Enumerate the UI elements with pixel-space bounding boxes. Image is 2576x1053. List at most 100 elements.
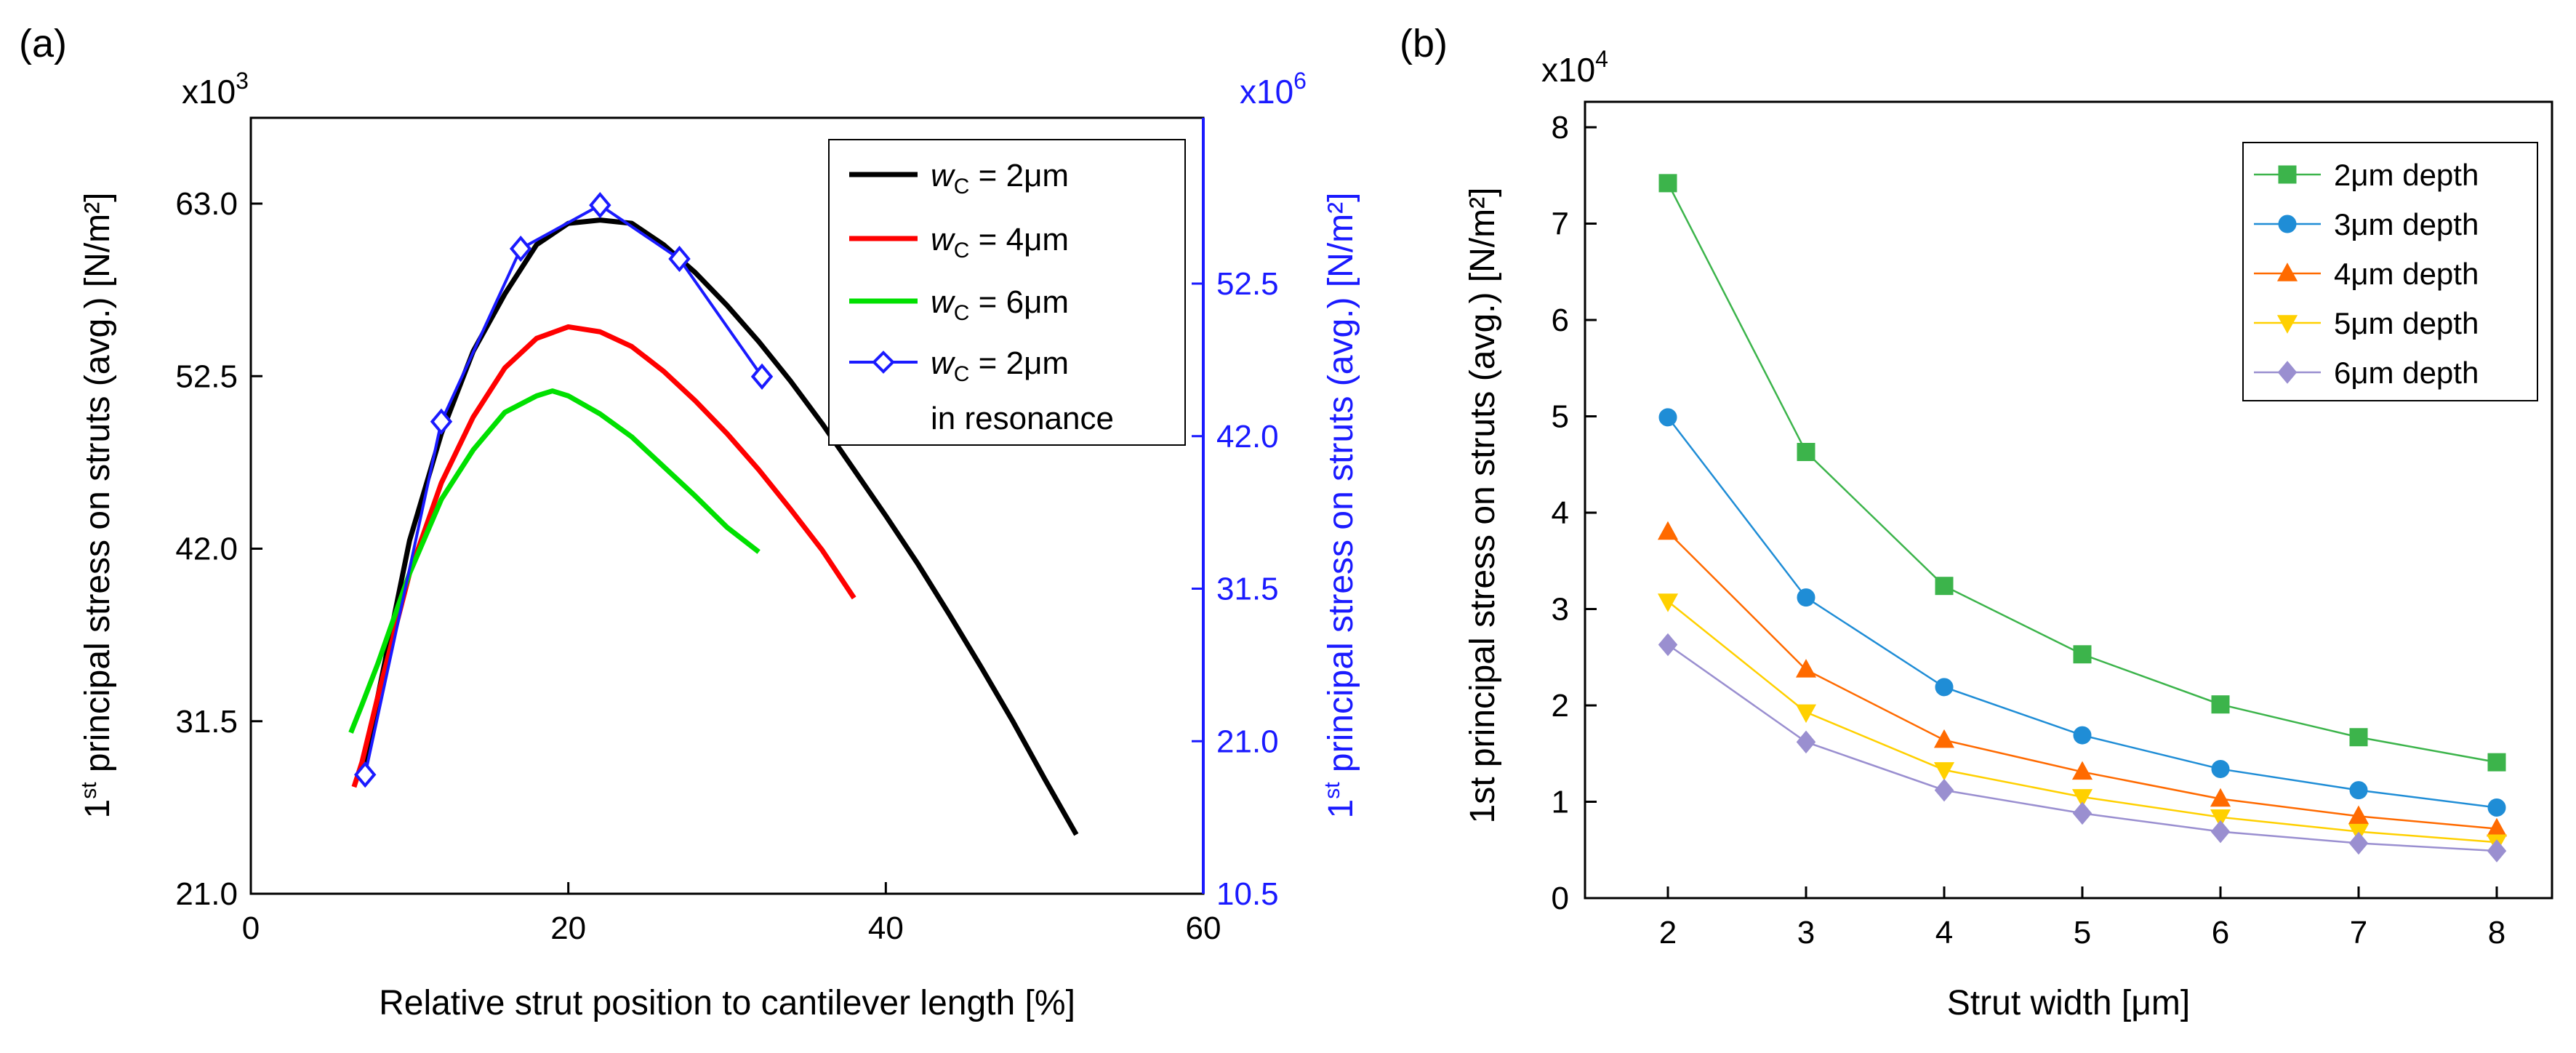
data-point-b xyxy=(1658,633,1678,657)
left-y-tick-label: 21.0 xyxy=(175,876,238,912)
b-x-tick-label: 5 xyxy=(2074,915,2091,950)
legend-label-b-3: 5μm depth xyxy=(2334,306,2479,340)
legend-label-b-4: 6μm depth xyxy=(2334,356,2479,390)
panel-b-axes: 2 3 4 5 6 7 8 0 1 2 3 4 5 6 7 8 xyxy=(1552,110,2506,950)
data-point-b xyxy=(2211,759,2230,778)
left-y-tick-label: 63.0 xyxy=(175,186,238,222)
series-line-a-2 xyxy=(348,388,761,734)
b-y-tick-label: 1 xyxy=(1552,785,1569,820)
data-point-b xyxy=(2348,831,2369,855)
right-y-tick-label: 52.5 xyxy=(1216,266,1279,302)
b-y-tick-label: 6 xyxy=(1552,303,1569,338)
left-y-tick-label: 31.5 xyxy=(175,704,238,740)
data-point-b xyxy=(1795,659,1817,678)
b-x-tick-label: 6 xyxy=(2212,915,2229,950)
data-point-b xyxy=(2071,761,2093,780)
data-point-resonance xyxy=(430,408,453,435)
data-point-b xyxy=(2487,753,2506,772)
left-y-tick-label: 52.5 xyxy=(175,359,238,394)
legend-label-b-2: 4μm depth xyxy=(2334,257,2479,291)
series-line-b-1 xyxy=(1667,417,2497,809)
legend-marker-b-1 xyxy=(2278,215,2297,233)
panel-b-y-label: 1st principal stress on struts (avg.) [N… xyxy=(1464,188,1502,824)
panel-b-y-multiplier: x104 xyxy=(1541,46,1608,89)
legend-label-wc6: wC = 6μm xyxy=(931,284,1069,325)
data-point-b xyxy=(2348,805,2370,825)
b-x-tick-label: 7 xyxy=(2350,915,2367,950)
data-point-resonance xyxy=(353,761,377,788)
b-y-tick-label: 7 xyxy=(1552,207,1569,242)
legend-label-wc2: wC = 2μm xyxy=(931,158,1069,199)
legend-marker-b-3 xyxy=(2276,315,2298,334)
data-point-b xyxy=(1935,678,1954,697)
legend-label-b-0: 2μm depth xyxy=(2334,158,2479,192)
data-point-b xyxy=(2071,789,2093,808)
panel-a-label: (a) xyxy=(19,22,67,65)
series-line-b-2 xyxy=(1667,531,2497,830)
data-point-b xyxy=(1797,588,1815,607)
data-point-b xyxy=(1658,174,1677,193)
b-y-tick-label: 5 xyxy=(1552,399,1569,435)
panel-a-left-y-label: 1st principal stress on struts (avg.) [N… xyxy=(77,193,117,819)
series-line-a-3 xyxy=(364,204,763,775)
left-y-tick-label: 42.0 xyxy=(175,532,238,567)
data-point-resonance xyxy=(668,245,691,273)
series-line-a-1 xyxy=(351,324,856,788)
data-point-b xyxy=(1933,729,1955,748)
data-point-b xyxy=(2349,728,2368,747)
data-point-resonance xyxy=(509,235,532,263)
panel-a-axes: 0 20 40 60 21.0 31.5 42.0 52.5 63.0 10.5 21.0 31.5 4… xyxy=(175,186,1278,946)
panel-b-series xyxy=(1657,174,2508,862)
data-point-b xyxy=(1797,443,1815,462)
right-y-tick-label: 10.5 xyxy=(1216,876,1279,912)
legend-marker-b-2 xyxy=(2276,263,2298,281)
data-point-b xyxy=(2210,820,2231,844)
data-point-b xyxy=(2210,809,2231,828)
panel-b-x-label: Strut width [μm] xyxy=(1947,984,2190,1022)
data-point-b xyxy=(1934,778,1954,802)
data-point-b xyxy=(1935,577,1954,596)
data-point-b xyxy=(2211,695,2230,714)
data-point-b xyxy=(2072,801,2093,825)
b-x-tick-label: 8 xyxy=(2488,915,2505,950)
data-point-b xyxy=(2487,798,2506,817)
b-x-tick-label: 3 xyxy=(1797,915,1815,950)
b-x-tick-label: 4 xyxy=(1935,915,1953,950)
data-point-b xyxy=(1933,762,1955,781)
legend-box xyxy=(828,139,1186,446)
b-y-tick-label: 4 xyxy=(1552,495,1569,531)
legend-label-wc4: wC = 4μm xyxy=(931,222,1069,263)
b-y-tick-label: 8 xyxy=(1552,110,1569,145)
data-point-b xyxy=(1658,408,1677,427)
legend-label-resonance: wC = 2μm xyxy=(931,345,1069,386)
legend-marker-b-4 xyxy=(2277,361,2298,384)
panel-a: (a) x103 x106 0 20 40 60 21.0 31.5 42.0 52.5 63.… xyxy=(19,22,1360,1022)
legend-marker-b-0 xyxy=(2278,165,2297,184)
panel-a-legend: wC = 2μm wC = 4μm wC = 6μm wC = 2μm in r… xyxy=(828,139,1186,446)
panel-a-right-y-label: 1st principal stress on struts (avg.) [N… xyxy=(1320,193,1360,819)
left-y-multiplier: x103 xyxy=(182,68,249,111)
panel-b-legend: 2μm depth 3μm depth 4μm depth 5μm depth 6μm … xyxy=(2242,142,2538,401)
data-point-b xyxy=(1796,730,1816,754)
data-point-resonance xyxy=(589,192,611,219)
x-tick-label: 40 xyxy=(868,910,904,946)
panel-b-frame xyxy=(1584,100,2553,900)
data-point-b xyxy=(1657,593,1679,612)
right-y-tick-label: 21.0 xyxy=(1216,724,1279,759)
data-point-b xyxy=(2210,788,2231,807)
x-tick-label: 20 xyxy=(550,910,586,946)
panel-a-x-label: Relative strut position to cantilever le… xyxy=(379,984,1075,1022)
right-y-tick-label: 31.5 xyxy=(1216,572,1279,607)
right-y-tick-label: 42.0 xyxy=(1216,419,1279,455)
b-y-tick-label: 0 xyxy=(1552,881,1569,916)
data-point-b xyxy=(2073,645,2092,664)
legend-label-resonance-extra: in resonance xyxy=(931,401,1114,436)
data-point-b xyxy=(2349,781,2368,800)
x-tick-label: 0 xyxy=(242,910,260,946)
b-y-tick-label: 2 xyxy=(1552,688,1569,724)
right-y-multiplier: x106 xyxy=(1240,68,1307,111)
panel-b: (b) x104 2 3 4 5 6 7 8 0 1 2 3 4 5 6 7 8 2μm depth 3μm d… xyxy=(1400,22,2553,1022)
legend-label-b-1: 3μm depth xyxy=(2334,207,2479,241)
b-x-tick-label: 2 xyxy=(1659,915,1677,950)
